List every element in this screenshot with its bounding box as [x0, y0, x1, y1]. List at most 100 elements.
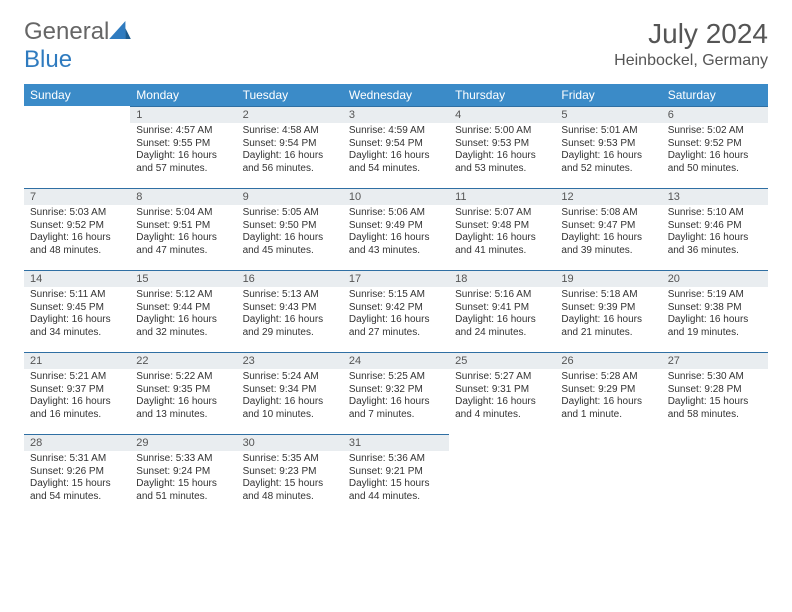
title-block: July 2024 Heinbockel, Germany [614, 18, 768, 70]
day-details: Sunrise: 5:21 AMSunset: 9:37 PMDaylight:… [24, 369, 130, 425]
detail-line: Daylight: 15 hours [136, 478, 230, 491]
detail-line: Daylight: 16 hours [561, 232, 655, 245]
day-details: Sunrise: 5:19 AMSunset: 9:38 PMDaylight:… [662, 287, 768, 343]
calendar-cell: 16Sunrise: 5:13 AMSunset: 9:43 PMDayligh… [237, 270, 343, 352]
detail-line: Sunset: 9:49 PM [349, 220, 443, 233]
day-number: 14 [24, 270, 130, 287]
calendar-cell: 25Sunrise: 5:27 AMSunset: 9:31 PMDayligh… [449, 352, 555, 434]
day-number: 20 [662, 270, 768, 287]
detail-line: and 47 minutes. [136, 245, 230, 258]
day-header: Sunday [24, 84, 130, 106]
detail-line: Daylight: 16 hours [30, 314, 124, 327]
calendar-cell: 11Sunrise: 5:07 AMSunset: 9:48 PMDayligh… [449, 188, 555, 270]
day-number: 4 [449, 106, 555, 123]
detail-line: Sunset: 9:54 PM [243, 138, 337, 151]
detail-line: Sunrise: 5:21 AM [30, 371, 124, 384]
day-details: Sunrise: 5:15 AMSunset: 9:42 PMDaylight:… [343, 287, 449, 343]
detail-line: Daylight: 16 hours [136, 232, 230, 245]
detail-line: Sunset: 9:38 PM [668, 302, 762, 315]
day-number: 12 [555, 188, 661, 205]
detail-line: Sunset: 9:52 PM [30, 220, 124, 233]
detail-line: and 36 minutes. [668, 245, 762, 258]
detail-line: Sunset: 9:54 PM [349, 138, 443, 151]
calendar-cell: 6Sunrise: 5:02 AMSunset: 9:52 PMDaylight… [662, 106, 768, 188]
detail-line: Sunset: 9:23 PM [243, 466, 337, 479]
calendar-cell [662, 434, 768, 516]
detail-line: and 45 minutes. [243, 245, 337, 258]
day-number: 26 [555, 352, 661, 369]
detail-line: Sunset: 9:47 PM [561, 220, 655, 233]
detail-line: and 43 minutes. [349, 245, 443, 258]
day-details: Sunrise: 5:18 AMSunset: 9:39 PMDaylight:… [555, 287, 661, 343]
detail-line: Sunset: 9:53 PM [455, 138, 549, 151]
detail-line: Sunrise: 5:24 AM [243, 371, 337, 384]
detail-line: Sunset: 9:29 PM [561, 384, 655, 397]
detail-line: Sunset: 9:39 PM [561, 302, 655, 315]
detail-line: and 57 minutes. [136, 163, 230, 176]
day-number: 1 [130, 106, 236, 123]
brand-part1: General [24, 18, 109, 45]
day-header: Tuesday [237, 84, 343, 106]
calendar-cell: 4Sunrise: 5:00 AMSunset: 9:53 PMDaylight… [449, 106, 555, 188]
calendar-cell: 12Sunrise: 5:08 AMSunset: 9:47 PMDayligh… [555, 188, 661, 270]
detail-line: and 1 minute. [561, 409, 655, 422]
detail-line: Daylight: 16 hours [30, 232, 124, 245]
detail-line: Sunset: 9:43 PM [243, 302, 337, 315]
day-details: Sunrise: 5:04 AMSunset: 9:51 PMDaylight:… [130, 205, 236, 261]
detail-line: and 16 minutes. [30, 409, 124, 422]
detail-line: Sunrise: 5:35 AM [243, 453, 337, 466]
calendar-cell: 30Sunrise: 5:35 AMSunset: 9:23 PMDayligh… [237, 434, 343, 516]
day-header: Monday [130, 84, 236, 106]
detail-line: Daylight: 16 hours [243, 314, 337, 327]
day-number: 27 [662, 352, 768, 369]
calendar-cell: 28Sunrise: 5:31 AMSunset: 9:26 PMDayligh… [24, 434, 130, 516]
day-number: 24 [343, 352, 449, 369]
detail-line: Sunrise: 5:30 AM [668, 371, 762, 384]
day-number: 16 [237, 270, 343, 287]
detail-line: and 27 minutes. [349, 327, 443, 340]
day-number: 19 [555, 270, 661, 287]
day-number: 9 [237, 188, 343, 205]
detail-line: Sunrise: 5:11 AM [30, 289, 124, 302]
detail-line: Sunset: 9:44 PM [136, 302, 230, 315]
day-details: Sunrise: 5:30 AMSunset: 9:28 PMDaylight:… [662, 369, 768, 425]
calendar-cell: 23Sunrise: 5:24 AMSunset: 9:34 PMDayligh… [237, 352, 343, 434]
day-number: 8 [130, 188, 236, 205]
day-details: Sunrise: 5:16 AMSunset: 9:41 PMDaylight:… [449, 287, 555, 343]
detail-line: and 10 minutes. [243, 409, 337, 422]
calendar-cell [24, 106, 130, 188]
day-header: Friday [555, 84, 661, 106]
detail-line: and 58 minutes. [668, 409, 762, 422]
detail-line: Daylight: 16 hours [243, 396, 337, 409]
detail-line: Sunset: 9:48 PM [455, 220, 549, 233]
detail-line: and 44 minutes. [349, 491, 443, 504]
day-details: Sunrise: 5:31 AMSunset: 9:26 PMDaylight:… [24, 451, 130, 507]
day-details: Sunrise: 4:59 AMSunset: 9:54 PMDaylight:… [343, 123, 449, 179]
detail-line: and 24 minutes. [455, 327, 549, 340]
detail-line: Daylight: 16 hours [136, 150, 230, 163]
day-header: Thursday [449, 84, 555, 106]
detail-line: and 54 minutes. [349, 163, 443, 176]
day-number: 7 [24, 188, 130, 205]
day-details: Sunrise: 4:58 AMSunset: 9:54 PMDaylight:… [237, 123, 343, 179]
day-number: 11 [449, 188, 555, 205]
detail-line: Sunset: 9:42 PM [349, 302, 443, 315]
detail-line: Daylight: 15 hours [668, 396, 762, 409]
day-number: 23 [237, 352, 343, 369]
detail-line: Sunrise: 5:00 AM [455, 125, 549, 138]
detail-line: and 34 minutes. [30, 327, 124, 340]
detail-line: Sunset: 9:32 PM [349, 384, 443, 397]
calendar-cell: 14 Sunrise: 5:11 AMSunset: 9:45 PMDayligh… [24, 270, 130, 352]
detail-line: Sunset: 9:45 PM [30, 302, 124, 315]
header: GeneralBlue July 2024 Heinbockel, German… [24, 18, 768, 74]
detail-line: Sunrise: 5:22 AM [136, 371, 230, 384]
detail-line: Sunrise: 5:36 AM [349, 453, 443, 466]
day-details: Sunrise: 5:24 AMSunset: 9:34 PMDaylight:… [237, 369, 343, 425]
day-details: Sunrise: 5:35 AMSunset: 9:23 PMDaylight:… [237, 451, 343, 507]
detail-line: Daylight: 16 hours [349, 396, 443, 409]
detail-line: Daylight: 16 hours [349, 150, 443, 163]
detail-line: and 48 minutes. [243, 491, 337, 504]
day-number: 28 [24, 434, 130, 451]
detail-line: Sunrise: 5:04 AM [136, 207, 230, 220]
detail-line: Sunrise: 4:59 AM [349, 125, 443, 138]
